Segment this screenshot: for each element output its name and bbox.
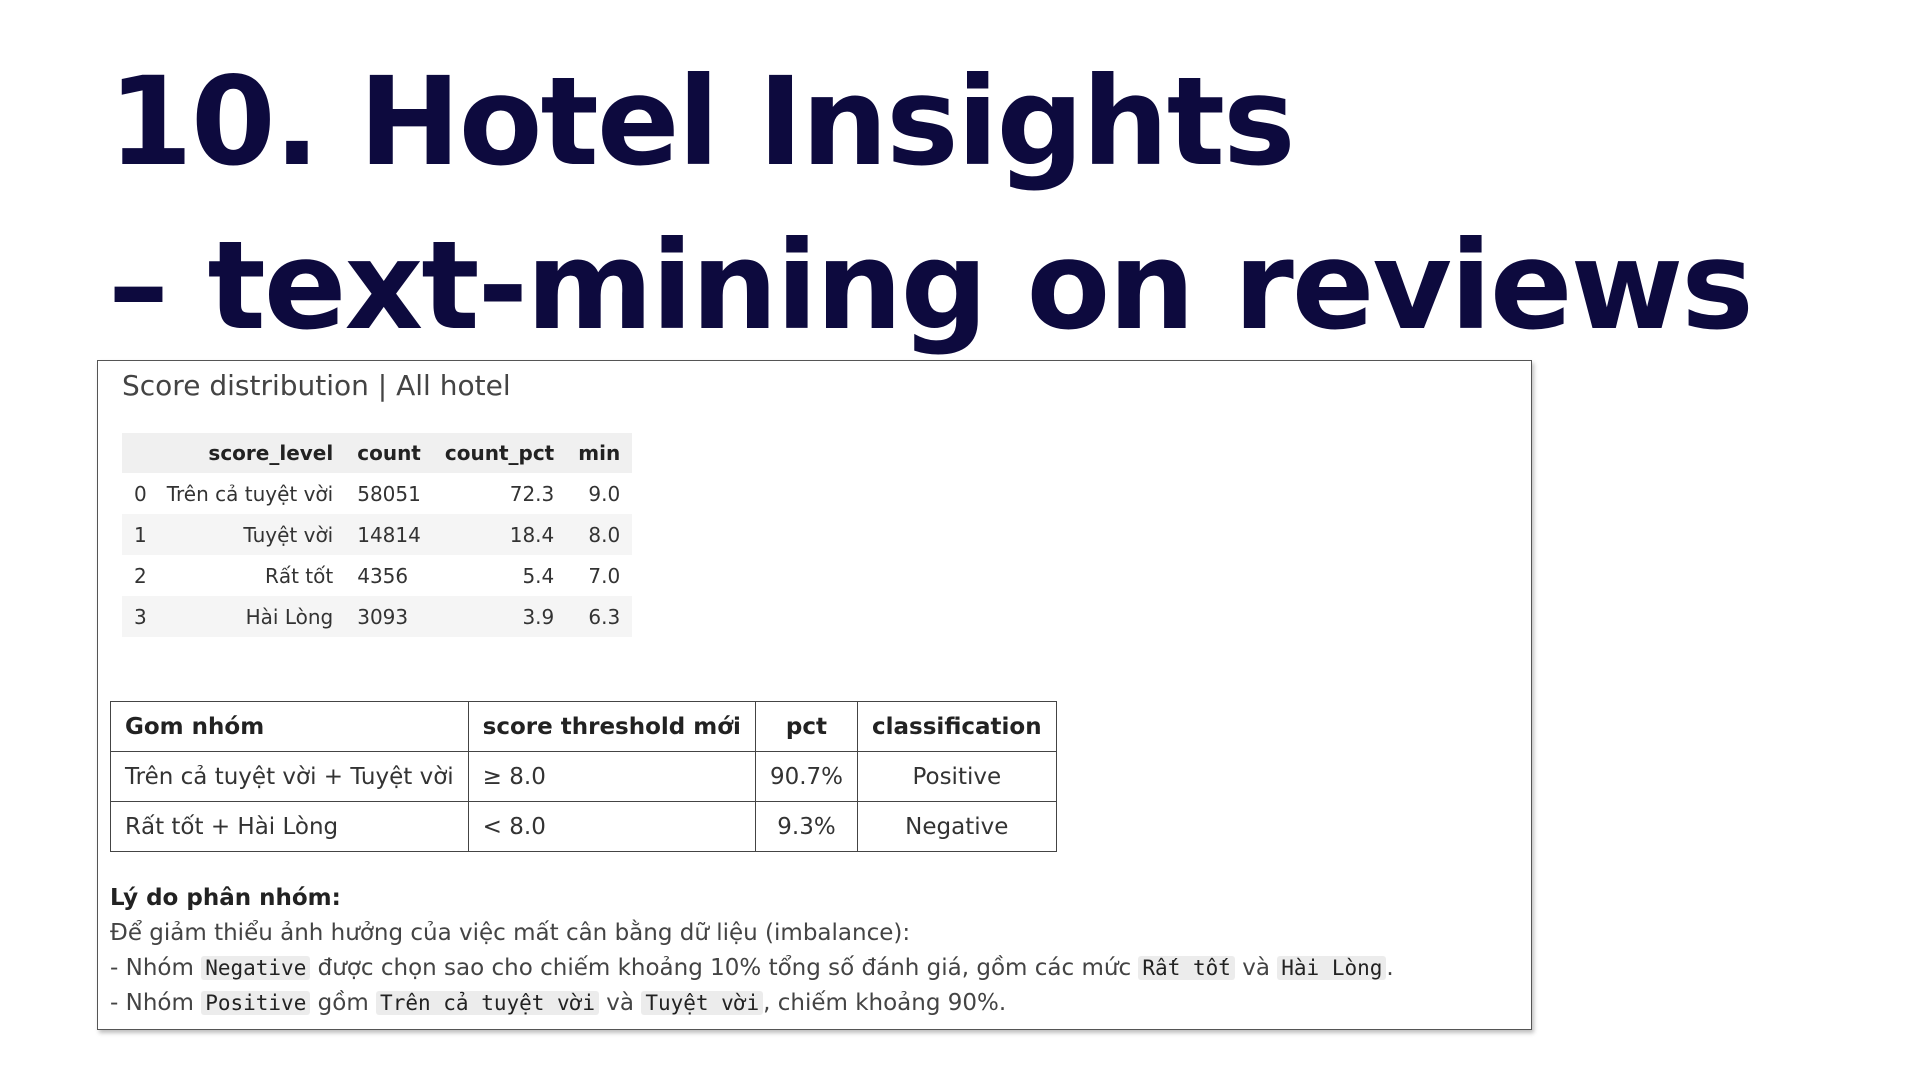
- cell-score-level: Tuyệt vời: [154, 514, 346, 555]
- header-classification: classification: [857, 701, 1057, 752]
- table-row: 2 Rất tốt 4356 5.4 7.0: [122, 555, 632, 596]
- table-row: 0 Trên cả tuyệt vời 58051 72.3 9.0: [122, 473, 632, 514]
- cell-count-pct: 5.4: [522, 563, 555, 588]
- cell-score-level: Trên cả tuyệt vời: [166, 481, 334, 506]
- rationale-line-2: - Nhóm Negative được chọn sao cho chiếm …: [110, 951, 1394, 986]
- cell-score-level: Hài Lòng: [154, 596, 346, 637]
- cell-group: Rất tốt + Hài Lòng: [110, 801, 469, 852]
- inline-code: Trên cả tuyệt vời: [376, 991, 599, 1015]
- cell-threshold: < 8.0: [467, 801, 756, 852]
- row-index: 2: [134, 563, 147, 588]
- inline-code: Negative: [201, 956, 311, 980]
- text-span: - Nhóm: [110, 955, 202, 981]
- summary-row: Rất tốt + Hài Lòng < 8.0 9.3% Negative: [110, 801, 1057, 852]
- cell-pct: 9.3%: [754, 801, 859, 852]
- text-span: được chọn sao cho chiếm khoảng 10% tổng …: [310, 955, 1139, 981]
- table-header-row: score_level count count_pct min: [122, 433, 633, 473]
- rationale-line-1: Để giảm thiểu ảnh hưởng của việc mất cân…: [110, 920, 911, 946]
- row-index: 3: [122, 596, 155, 637]
- summary-row: Trên cả tuyệt vời + Tuyệt vời ≥ 8.0 90.7…: [110, 751, 1057, 802]
- cell-count: 14814: [345, 514, 433, 555]
- cell-count: 4356: [357, 563, 409, 588]
- text-span: gồm: [310, 990, 377, 1016]
- column-header-score-level: score_level: [154, 433, 346, 473]
- grouping-rationale: Lý do phân nhóm: Để giảm thiểu ảnh hưởng…: [110, 881, 1394, 1021]
- text-span: và: [1234, 955, 1278, 981]
- cell-count-pct: 72.3: [509, 481, 555, 506]
- slide-title-line-2: – text-mining on reviews: [108, 215, 1754, 357]
- row-index: 0: [134, 481, 147, 506]
- table-row: 3 Hài Lòng 3093 3.9 6.3: [122, 596, 633, 637]
- column-header-count-pct: count_pct: [432, 433, 567, 473]
- cell-threshold: ≥ 8.0: [467, 751, 756, 802]
- cell-classification: Negative: [857, 801, 1057, 852]
- inline-code: Positive: [201, 991, 311, 1015]
- table-row: 1 Tuyệt vời 14814 18.4 8.0: [122, 514, 633, 555]
- text-span: , chiếm khoảng 90%.: [763, 990, 1007, 1016]
- rationale-heading: Lý do phân nhóm:: [110, 885, 341, 911]
- score-distribution-table: score_level count count_pct min 0 Trên c…: [122, 433, 633, 637]
- grouping-summary-table: Gom nhóm score threshold mới pct classif…: [110, 701, 1057, 852]
- cell-pct: 90.7%: [754, 751, 859, 802]
- cell-count-pct: 18.4: [432, 514, 567, 555]
- column-header-count: count: [345, 433, 433, 473]
- row-index: 1: [122, 514, 155, 555]
- cell-min: 7.0: [588, 563, 621, 588]
- column-header-min: min: [566, 433, 633, 473]
- notebook-output-panel: Score distribution | All hotel score_lev…: [97, 360, 1532, 1030]
- header-gom-nhom: Gom nhóm: [110, 701, 469, 752]
- cell-count: 58051: [357, 481, 421, 506]
- rationale-line-3: - Nhóm Positive gồm Trên cả tuyệt vời và…: [110, 986, 1394, 1021]
- inline-code: Tuyệt vời: [641, 991, 764, 1015]
- slide-title-line-1: 10. Hotel Insights: [108, 51, 1296, 193]
- panel-caption: Score distribution | All hotel: [122, 369, 511, 402]
- header-pct: pct: [754, 701, 859, 752]
- cell-min: 8.0: [566, 514, 633, 555]
- cell-min: 9.0: [588, 481, 621, 506]
- inline-code: Rất tốt: [1138, 956, 1235, 980]
- column-header-index: [122, 433, 155, 473]
- summary-header-row: Gom nhóm score threshold mới pct classif…: [110, 701, 1057, 752]
- slide-title: 10. Hotel Insights – text-mining on revi…: [108, 40, 1754, 368]
- cell-group: Trên cả tuyệt vời + Tuyệt vời: [110, 751, 469, 802]
- cell-score-level: Rất tốt: [264, 563, 334, 588]
- header-score-threshold: score threshold mới: [467, 701, 756, 752]
- text-span: và: [598, 990, 642, 1016]
- text-span: .: [1386, 955, 1394, 981]
- text-span: - Nhóm: [110, 990, 202, 1016]
- cell-min: 6.3: [566, 596, 633, 637]
- inline-code: Hài Lòng: [1277, 956, 1387, 980]
- cell-count: 3093: [345, 596, 433, 637]
- cell-classification: Positive: [857, 751, 1057, 802]
- cell-count-pct: 3.9: [432, 596, 567, 637]
